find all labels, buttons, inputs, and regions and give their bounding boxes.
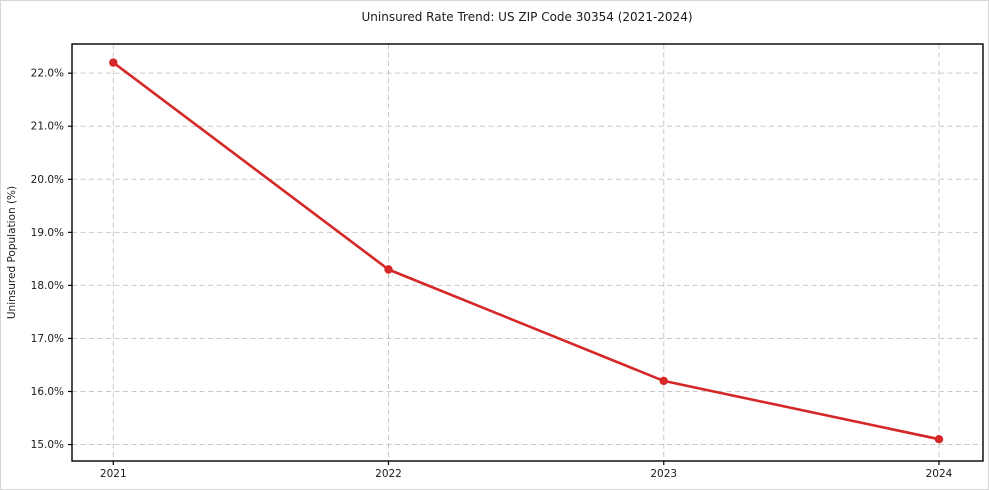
y-tick-label: 17.0% <box>31 333 64 345</box>
y-tick-label: 20.0% <box>31 174 64 186</box>
y-tick-label: 18.0% <box>31 280 64 292</box>
chart-title: Uninsured Rate Trend: US ZIP Code 30354 … <box>361 10 692 24</box>
y-tick-label: 15.0% <box>31 439 64 451</box>
y-tick-label: 22.0% <box>31 68 64 80</box>
line-series-layer <box>109 58 944 444</box>
y-axis-label: Uninsured Population (%) <box>6 186 18 319</box>
plot-frame <box>71 43 984 462</box>
x-tick-label: 2021 <box>100 468 127 480</box>
tick-layer: 15.0% 16.0% 17.0% 18.0% 19.0% 20.0% 21.0% 22.0%… <box>31 68 953 480</box>
y-tick-label: 19.0% <box>31 227 64 239</box>
grid-layer <box>72 44 983 461</box>
data-point <box>384 265 393 274</box>
x-tick-label: 2022 <box>375 468 402 480</box>
x-tick-label: 2024 <box>926 468 953 480</box>
y-tick-label: 16.0% <box>31 386 64 398</box>
x-tick-label: 2023 <box>650 468 677 480</box>
data-point <box>109 58 118 67</box>
y-tick-label: 21.0% <box>31 121 64 133</box>
trend-line <box>112 61 941 441</box>
data-point <box>659 376 668 386</box>
data-point <box>934 435 944 444</box>
